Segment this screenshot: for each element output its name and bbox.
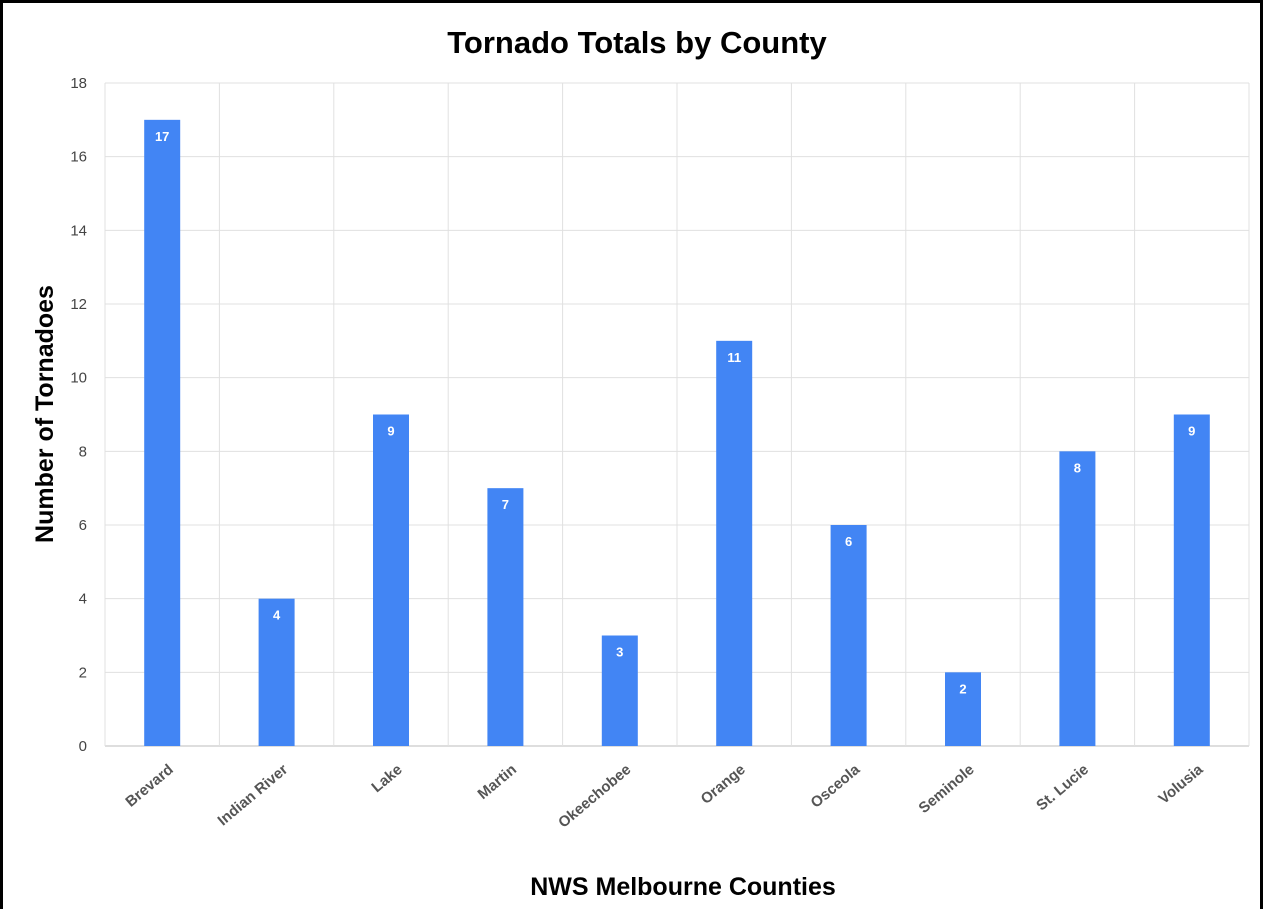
bar-chart: Tornado Totals by County 0 2 4 6 8 10 12 14 16 18… xyxy=(31,25,1250,901)
y-tick-label: 4 xyxy=(79,591,87,608)
y-tick-label: 8 xyxy=(79,443,87,460)
bar xyxy=(373,414,409,746)
x-tick-label: Lake xyxy=(368,761,405,796)
y-axis-ticks: 0 2 4 6 8 10 12 14 16 18 xyxy=(70,75,87,755)
y-tick-label: 2 xyxy=(79,664,87,681)
y-tick-label: 12 xyxy=(70,296,87,313)
data-label: 9 xyxy=(387,424,394,439)
data-label: 7 xyxy=(502,497,509,512)
x-tick-label: Martin xyxy=(475,761,520,803)
y-tick-label: 6 xyxy=(79,517,87,534)
x-tick-label: Osceola xyxy=(808,761,864,812)
y-tick-label: 10 xyxy=(70,370,87,387)
bar xyxy=(144,119,181,747)
x-tick-label: Indian River xyxy=(214,761,291,829)
x-tick-label: Orange xyxy=(698,761,749,808)
x-tick-label: Okeechobee xyxy=(555,761,634,831)
data-label: 8 xyxy=(1074,460,1081,475)
bar xyxy=(1059,451,1096,746)
x-tick-label: St. Lucie xyxy=(1033,761,1092,814)
bar xyxy=(487,488,524,746)
bar xyxy=(1173,414,1210,746)
data-labels: 17 4 9 7 3 11 6 2 8 9 xyxy=(155,129,1195,696)
x-tick-label: Seminole xyxy=(916,761,978,817)
y-tick-label: 18 xyxy=(70,75,87,92)
y-tick-label: 0 xyxy=(79,738,87,755)
data-label: 4 xyxy=(273,608,281,623)
y-tick-label: 14 xyxy=(70,222,87,239)
grid-lines xyxy=(104,82,1250,747)
data-label: 6 xyxy=(845,534,852,549)
x-tick-label: Volusia xyxy=(1155,761,1206,808)
bar xyxy=(716,340,753,746)
data-label: 3 xyxy=(616,645,623,660)
data-label: 17 xyxy=(155,129,169,144)
x-tick-label: Brevard xyxy=(122,761,176,810)
bars xyxy=(144,119,1210,747)
data-label: 9 xyxy=(1188,424,1195,439)
bar xyxy=(945,672,981,746)
bar xyxy=(601,635,638,746)
data-label: 2 xyxy=(959,681,966,696)
x-axis-categories: Brevard Indian River Lake Martin Okeechobee O… xyxy=(122,761,1206,832)
bar xyxy=(830,525,867,746)
y-axis-title: Number of Tornadoes xyxy=(31,285,59,543)
data-label: 11 xyxy=(727,350,741,365)
bar xyxy=(258,598,295,746)
y-tick-label: 16 xyxy=(70,149,87,166)
chart-title: Tornado Totals by County xyxy=(447,25,827,60)
x-axis-title: NWS Melbourne Counties xyxy=(530,873,836,901)
